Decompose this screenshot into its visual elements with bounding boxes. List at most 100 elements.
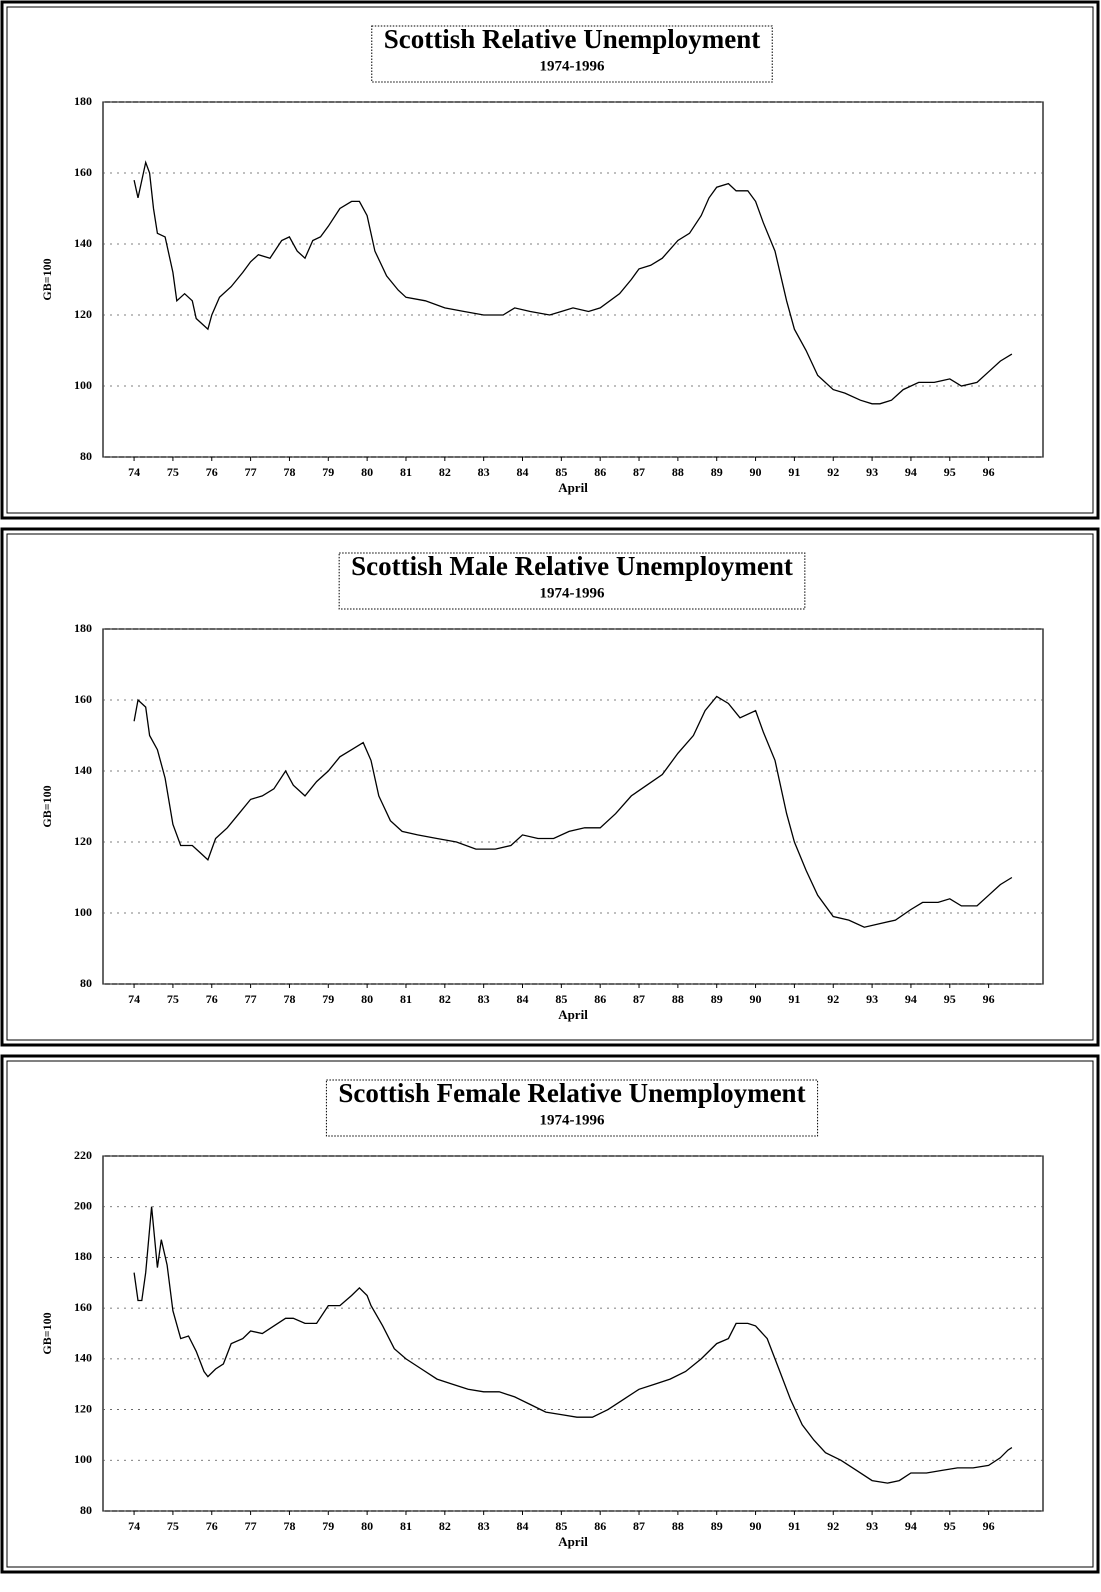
y-tick-label: 180 — [74, 621, 92, 635]
x-tick-label: 85 — [555, 1519, 567, 1533]
x-tick-label: 78 — [283, 1519, 295, 1533]
plot-area — [102, 101, 1044, 458]
x-tick-label: 83 — [478, 1519, 490, 1533]
x-tick-label: 84 — [517, 465, 529, 479]
title-box — [338, 552, 806, 610]
x-tick-label: 77 — [245, 1519, 257, 1533]
x-axis-label: April — [558, 480, 588, 495]
x-tick-label: 79 — [322, 992, 334, 1006]
y-tick-label: 120 — [74, 834, 92, 848]
y-tick-label: 120 — [74, 307, 92, 321]
x-tick-label: 94 — [905, 465, 917, 479]
chart-title: Scottish Male Relative Unemployment — [351, 551, 793, 581]
x-tick-label: 83 — [478, 992, 490, 1006]
data-line — [133, 695, 1013, 928]
x-tick-label: 95 — [944, 465, 956, 479]
y-tick-label: 100 — [74, 1452, 92, 1466]
x-tick-label: 89 — [711, 465, 723, 479]
x-tick-label: 76 — [206, 992, 218, 1006]
x-tick-label: 90 — [750, 992, 762, 1006]
x-tick-label: 82 — [439, 465, 451, 479]
panel-frame-inner — [6, 6, 1094, 514]
y-tick-label: 180 — [74, 94, 92, 108]
x-tick-label: 83 — [478, 465, 490, 479]
y-tick-label: 200 — [74, 1198, 92, 1212]
chart-subtitle: 1974-1996 — [540, 585, 605, 601]
x-tick-label: 76 — [206, 465, 218, 479]
x-tick-label: 92 — [827, 1519, 839, 1533]
y-tick-label: 140 — [74, 763, 92, 777]
x-tick-label: 87 — [633, 992, 645, 1006]
x-tick-label: 95 — [944, 992, 956, 1006]
x-tick-label: 92 — [827, 465, 839, 479]
x-tick-label: 91 — [788, 1519, 800, 1533]
x-tick-label: 81 — [400, 1519, 412, 1533]
x-tick-label: 89 — [711, 1519, 723, 1533]
chart-panel: Scottish Female Relative Unemployment 197… — [0, 1054, 1100, 1574]
x-tick-label: 96 — [983, 1519, 995, 1533]
y-tick-label: 140 — [74, 1351, 92, 1365]
chart-title: Scottish Relative Unemployment — [384, 24, 760, 54]
x-tick-label: 90 — [750, 465, 762, 479]
x-tick-label: 75 — [167, 992, 179, 1006]
chart-title: Scottish Female Relative Unemployment — [338, 1078, 805, 1108]
x-tick-label: 81 — [400, 465, 412, 479]
y-axis-label: GB=100 — [40, 258, 54, 300]
y-tick-label: 180 — [74, 1249, 92, 1263]
x-axis-label: April — [558, 1007, 588, 1022]
panel-frame — [0, 0, 1100, 520]
x-tick-label: 86 — [594, 992, 606, 1006]
panel-frame — [0, 527, 1100, 1047]
y-tick-label: 80 — [80, 976, 92, 990]
x-tick-label: 86 — [594, 1519, 606, 1533]
y-tick-label: 160 — [74, 692, 92, 706]
y-tick-label: 100 — [74, 905, 92, 919]
x-tick-label: 74 — [128, 465, 140, 479]
x-tick-label: 88 — [672, 992, 684, 1006]
y-tick-label: 100 — [74, 378, 92, 392]
title-box — [325, 1079, 819, 1137]
x-tick-label: 75 — [167, 1519, 179, 1533]
x-axis-label: April — [558, 1534, 588, 1549]
x-tick-label: 96 — [983, 465, 995, 479]
y-tick-label: 120 — [74, 1401, 92, 1415]
x-tick-label: 78 — [283, 465, 295, 479]
x-tick-label: 90 — [750, 1519, 762, 1533]
x-tick-label: 84 — [517, 992, 529, 1006]
x-tick-label: 80 — [361, 465, 373, 479]
x-tick-label: 95 — [944, 1519, 956, 1533]
y-tick-label: 80 — [80, 449, 92, 463]
x-tick-label: 89 — [711, 992, 723, 1006]
x-tick-label: 77 — [245, 992, 257, 1006]
x-tick-label: 86 — [594, 465, 606, 479]
x-tick-label: 79 — [322, 1519, 334, 1533]
x-tick-label: 93 — [866, 1519, 878, 1533]
data-line — [133, 1206, 1013, 1484]
x-tick-label: 77 — [245, 465, 257, 479]
x-tick-label: 82 — [439, 992, 451, 1006]
panel-frame-inner — [6, 1060, 1094, 1568]
panel-frame-inner — [6, 533, 1094, 1041]
chart-panel: Scottish Relative Unemployment 1974-1996 8… — [0, 0, 1100, 520]
x-tick-label: 76 — [206, 1519, 218, 1533]
chart-panel: Scottish Male Relative Unemployment 1974-… — [0, 527, 1100, 1047]
x-tick-label: 88 — [672, 1519, 684, 1533]
x-tick-label: 82 — [439, 1519, 451, 1533]
x-tick-label: 94 — [905, 992, 917, 1006]
x-tick-label: 74 — [128, 1519, 140, 1533]
x-tick-label: 78 — [283, 992, 295, 1006]
chart-subtitle: 1974-1996 — [540, 58, 605, 74]
x-tick-label: 85 — [555, 465, 567, 479]
x-tick-label: 87 — [633, 465, 645, 479]
plot-area — [102, 1155, 1044, 1512]
x-tick-label: 88 — [672, 465, 684, 479]
y-tick-label: 160 — [74, 1300, 92, 1314]
panel-frame — [0, 1054, 1100, 1574]
x-tick-label: 84 — [517, 1519, 529, 1533]
y-tick-label: 80 — [80, 1503, 92, 1517]
x-tick-label: 85 — [555, 992, 567, 1006]
x-tick-label: 80 — [361, 1519, 373, 1533]
x-tick-label: 91 — [788, 992, 800, 1006]
x-tick-label: 79 — [322, 465, 334, 479]
